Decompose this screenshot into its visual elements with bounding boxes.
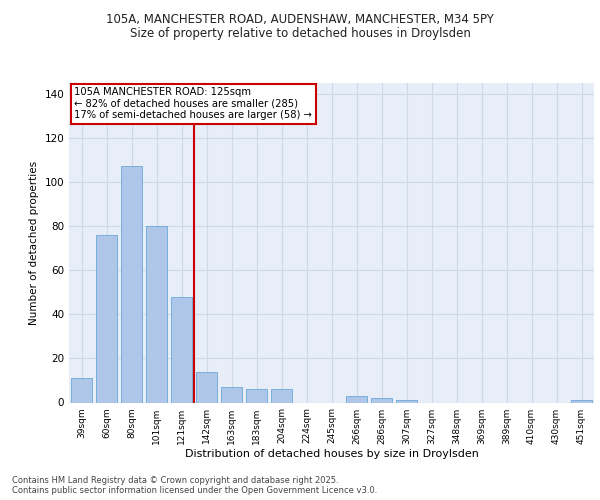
- Bar: [571, 400, 592, 402]
- Bar: [221, 387, 242, 402]
- Text: 105A, MANCHESTER ROAD, AUDENSHAW, MANCHESTER, M34 5PY: 105A, MANCHESTER ROAD, AUDENSHAW, MANCHE…: [106, 12, 494, 26]
- Bar: [71, 378, 92, 402]
- Text: Size of property relative to detached houses in Droylsden: Size of property relative to detached ho…: [130, 28, 470, 40]
- Bar: [196, 372, 217, 402]
- Text: Contains HM Land Registry data © Crown copyright and database right 2025.
Contai: Contains HM Land Registry data © Crown c…: [12, 476, 377, 495]
- Bar: [371, 398, 392, 402]
- X-axis label: Distribution of detached houses by size in Droylsden: Distribution of detached houses by size …: [185, 450, 478, 460]
- Bar: [246, 390, 267, 402]
- Bar: [121, 166, 142, 402]
- Y-axis label: Number of detached properties: Number of detached properties: [29, 160, 39, 324]
- Bar: [396, 400, 417, 402]
- Bar: [171, 296, 192, 403]
- Bar: [146, 226, 167, 402]
- Bar: [271, 390, 292, 402]
- Bar: [346, 396, 367, 402]
- Text: 105A MANCHESTER ROAD: 125sqm
← 82% of detached houses are smaller (285)
17% of s: 105A MANCHESTER ROAD: 125sqm ← 82% of de…: [74, 88, 312, 120]
- Bar: [96, 235, 117, 402]
